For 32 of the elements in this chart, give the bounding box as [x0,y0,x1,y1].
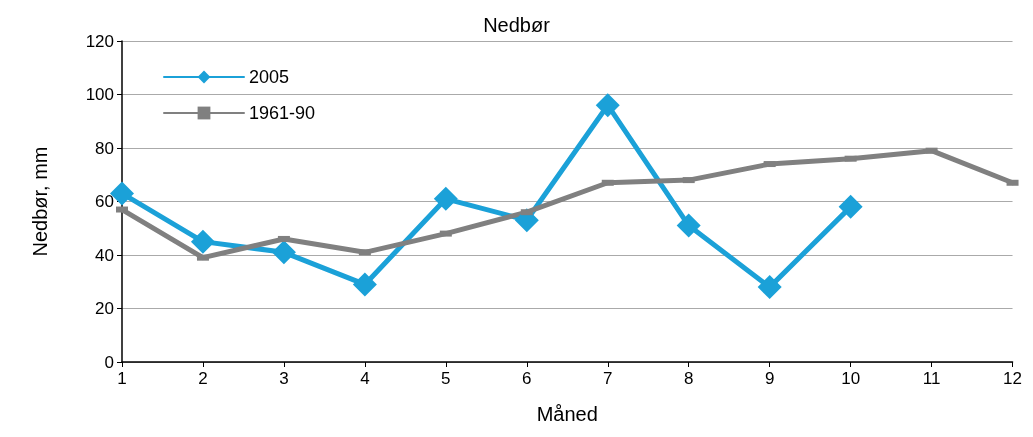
x-tick-label: 1 [117,369,127,388]
point [676,213,701,238]
x-tick-label: 11 [922,369,941,388]
y-axis-title: Nedbør, mm [29,146,51,257]
y-tick-label: 20 [95,299,114,318]
x-tick-label: 4 [360,369,370,388]
x-tick-label: 10 [841,369,861,388]
x-tick-label: 5 [441,369,451,388]
x-tick-label: 8 [683,369,694,388]
point [190,229,215,254]
point [757,275,782,300]
point [352,272,377,297]
x-tick-label: 9 [764,369,775,388]
point [838,194,863,219]
y-tick-label: 60 [95,192,114,211]
y-tick-label: 40 [95,245,114,265]
y-tick-label: 0 [104,352,114,372]
x-tick-label: 7 [603,369,613,388]
x-tick-label: 3 [279,369,289,388]
x-axis-title: Måned [536,403,598,425]
point [595,93,620,118]
legend-label: 1961-90 [249,103,316,123]
x-tick-label: 12 [1003,369,1023,388]
x-tick-label: 6 [522,369,532,388]
x-tick-label: 2 [198,369,208,388]
y-tick-label: 120 [85,31,114,51]
point [433,186,458,211]
y-tick-label: 100 [85,85,114,104]
point [271,240,296,265]
chart-title: Nedbør [483,14,551,36]
legend-label: 2005 [249,67,290,87]
y-tick-label: 80 [95,138,114,158]
